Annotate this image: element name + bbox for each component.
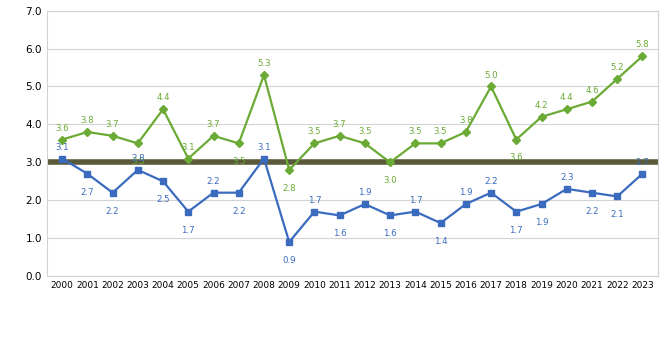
Text: 5.2: 5.2 bbox=[611, 63, 624, 72]
Net Density bbox=[613, 77, 621, 81]
Text: 3.7: 3.7 bbox=[207, 120, 220, 129]
Text: 2.1: 2.1 bbox=[611, 210, 624, 219]
Line: Gross Density: Gross Density bbox=[59, 156, 646, 245]
Text: 5.8: 5.8 bbox=[635, 40, 650, 49]
Gross Density bbox=[185, 210, 193, 214]
Gross Density bbox=[588, 190, 596, 195]
Text: 3.5: 3.5 bbox=[131, 157, 145, 166]
Net Density bbox=[411, 141, 419, 145]
Gross Density bbox=[336, 213, 344, 218]
Text: 1.6: 1.6 bbox=[383, 229, 397, 238]
Net Density bbox=[638, 54, 646, 58]
Net Density bbox=[311, 141, 319, 145]
Gross Density bbox=[462, 202, 470, 206]
Text: 2.2: 2.2 bbox=[232, 207, 246, 216]
Text: 1.6: 1.6 bbox=[333, 229, 346, 238]
Net Density bbox=[487, 84, 495, 88]
Text: 1.9: 1.9 bbox=[535, 218, 548, 227]
Gross Density bbox=[563, 187, 571, 191]
Text: 3.8: 3.8 bbox=[81, 116, 94, 125]
Net Density bbox=[386, 160, 394, 165]
Gross Density bbox=[134, 168, 142, 172]
Text: 3.6: 3.6 bbox=[509, 154, 523, 162]
Text: 3.1: 3.1 bbox=[257, 143, 271, 152]
Net Density bbox=[361, 141, 369, 145]
Text: 5.0: 5.0 bbox=[484, 70, 498, 80]
Gross Density bbox=[58, 156, 66, 161]
Text: 2.2: 2.2 bbox=[585, 207, 599, 216]
Text: 1.7: 1.7 bbox=[509, 225, 523, 235]
Net Density bbox=[159, 107, 167, 112]
Net Density bbox=[185, 156, 193, 161]
Text: 4.6: 4.6 bbox=[585, 86, 599, 95]
Text: 0.9: 0.9 bbox=[282, 256, 296, 265]
Net Density bbox=[260, 73, 268, 77]
Net Density bbox=[235, 141, 243, 145]
Gross Density bbox=[613, 194, 621, 199]
Text: 3.7: 3.7 bbox=[106, 120, 119, 129]
Text: 2.8: 2.8 bbox=[131, 154, 145, 163]
Net Density bbox=[512, 137, 520, 142]
Text: 2.3: 2.3 bbox=[560, 173, 574, 182]
Net Density bbox=[437, 141, 445, 145]
Gross Density bbox=[260, 156, 268, 161]
Text: 1.7: 1.7 bbox=[181, 225, 195, 235]
Gross Density bbox=[159, 179, 167, 183]
Net Density bbox=[58, 137, 66, 142]
Gross Density bbox=[361, 202, 369, 206]
Text: 2.8: 2.8 bbox=[282, 184, 296, 193]
Text: 3.5: 3.5 bbox=[232, 157, 246, 166]
Text: 1.9: 1.9 bbox=[459, 188, 472, 197]
Text: 4.4: 4.4 bbox=[156, 93, 170, 102]
Text: 3.8: 3.8 bbox=[459, 116, 472, 125]
Text: 1.7: 1.7 bbox=[409, 196, 422, 205]
Text: 3.7: 3.7 bbox=[333, 120, 346, 129]
Text: 1.9: 1.9 bbox=[358, 188, 372, 197]
Text: 2.2: 2.2 bbox=[484, 177, 498, 186]
Net Density bbox=[563, 107, 571, 112]
Net Density bbox=[537, 115, 546, 119]
Gross Density bbox=[638, 172, 646, 176]
Gross Density bbox=[285, 240, 293, 244]
Text: 3.5: 3.5 bbox=[307, 127, 321, 136]
Net Density bbox=[134, 141, 142, 145]
Text: 2.7: 2.7 bbox=[81, 188, 94, 196]
Gross Density bbox=[512, 210, 520, 214]
Text: 2.2: 2.2 bbox=[106, 207, 119, 216]
Text: 2.5: 2.5 bbox=[156, 195, 170, 204]
Gross Density bbox=[537, 202, 546, 206]
Text: 2.7: 2.7 bbox=[635, 158, 650, 167]
Net Density bbox=[109, 134, 117, 138]
Gross Density bbox=[437, 221, 445, 225]
Net Density bbox=[285, 168, 293, 172]
Gross Density bbox=[83, 172, 91, 176]
Net Density bbox=[83, 130, 91, 134]
Gross Density bbox=[109, 190, 117, 195]
Text: 5.3: 5.3 bbox=[257, 59, 271, 68]
Net Density bbox=[336, 134, 344, 138]
Text: 2.2: 2.2 bbox=[207, 177, 220, 186]
Gross Density bbox=[235, 190, 243, 195]
Line: Net Density: Net Density bbox=[59, 53, 646, 173]
Text: 4.2: 4.2 bbox=[535, 101, 548, 110]
Gross Density bbox=[411, 210, 419, 214]
Gross Density bbox=[487, 190, 495, 195]
Text: 3.5: 3.5 bbox=[409, 127, 422, 136]
Text: 4.4: 4.4 bbox=[560, 93, 574, 102]
Text: 3.5: 3.5 bbox=[433, 127, 448, 136]
Net Density bbox=[209, 134, 217, 138]
Text: 3.5: 3.5 bbox=[358, 127, 372, 136]
Text: 3.0: 3.0 bbox=[383, 176, 397, 185]
Gross Density bbox=[209, 190, 217, 195]
Gross Density bbox=[386, 213, 394, 218]
Net Density bbox=[462, 130, 470, 134]
Text: 3.1: 3.1 bbox=[181, 143, 195, 152]
Text: 3.1: 3.1 bbox=[55, 143, 69, 152]
Text: 3.6: 3.6 bbox=[55, 124, 69, 133]
Gross Density bbox=[311, 210, 319, 214]
Text: 1.4: 1.4 bbox=[433, 237, 448, 246]
Text: 1.7: 1.7 bbox=[307, 196, 321, 205]
Net Density bbox=[588, 99, 596, 104]
